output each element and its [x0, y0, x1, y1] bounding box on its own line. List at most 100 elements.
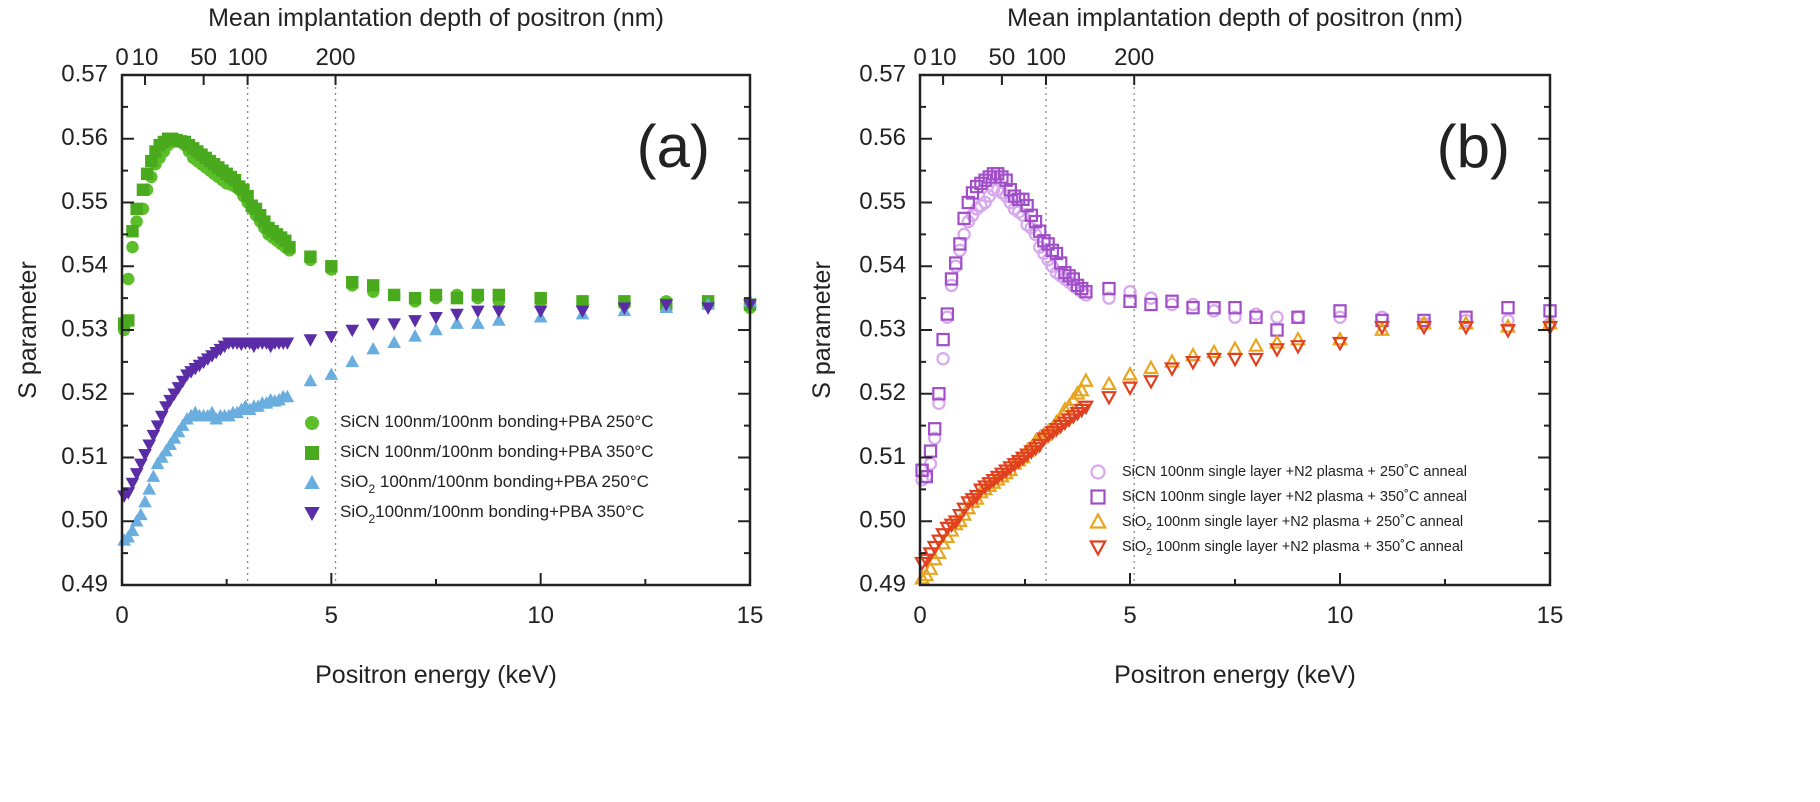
panel-label: (b)	[1437, 113, 1510, 180]
top-tick-label: 200	[1114, 44, 1154, 71]
data-point	[617, 302, 632, 315]
legend-label: SiCN 100nm single layer +N2 plasma + 250…	[1122, 464, 1467, 480]
data-point	[429, 311, 443, 325]
data-point	[1228, 300, 1242, 315]
legend-marker	[1090, 489, 1106, 505]
data-point	[1331, 336, 1349, 352]
data-point	[471, 316, 485, 329]
data-point	[408, 315, 422, 328]
data-point	[968, 489, 985, 505]
legend: SiCN 100nm/100nm bonding+PBA 250°C SiCN 1…	[304, 412, 653, 526]
data-point	[1077, 400, 1094, 416]
data-point	[1417, 313, 1431, 328]
data-point	[1457, 320, 1475, 336]
top-tick-label: 100	[1026, 44, 1066, 71]
data-point	[345, 324, 360, 338]
data-point	[134, 507, 148, 521]
legend-label: SiO2 100nm/100nm bonding+PBA 250°C	[340, 472, 649, 496]
x-tick-label: 10	[527, 602, 554, 629]
data-point	[1163, 362, 1181, 377]
data-point	[1184, 356, 1202, 371]
legend-marker	[304, 507, 320, 522]
top-tick-label: 50	[989, 44, 1016, 71]
y-tick-label: 0.56	[859, 124, 906, 151]
data-point	[130, 215, 143, 228]
data-point	[1333, 304, 1347, 318]
data-point	[138, 494, 152, 508]
data-point	[935, 528, 952, 543]
data-point	[1268, 343, 1286, 358]
data-point	[1045, 243, 1059, 258]
data-point	[1100, 391, 1118, 406]
data-point	[471, 305, 485, 319]
data-point	[150, 420, 165, 433]
data-point	[429, 288, 443, 302]
data-point	[659, 299, 674, 312]
chart-panel-b: 0.49 0.50 0.51 0.52 0.53 0.54 0.55 0.56 0.57 0 5 10…	[808, 4, 1563, 689]
y-tick-label: 0.56	[61, 124, 108, 151]
data-point	[492, 288, 505, 302]
data-point	[154, 450, 169, 463]
data-point	[387, 335, 401, 349]
y-tick-label: 0.57	[61, 60, 108, 87]
data-point	[1205, 343, 1223, 359]
x-tick-label: 0	[913, 602, 926, 629]
y-tick-label: 0.52	[859, 379, 906, 406]
data-point	[1142, 375, 1160, 390]
data-point	[140, 167, 154, 181]
y-tick-label: 0.50	[61, 507, 108, 534]
legend-label: SiO2 100nm single layer +N2 plasma + 250…	[1122, 514, 1463, 533]
data-point	[944, 272, 959, 286]
data-point	[125, 523, 140, 537]
data-point	[429, 322, 443, 336]
data-point	[163, 437, 177, 451]
legend-label: SiO2 100nm single layer +N2 plasma + 350…	[1122, 539, 1463, 558]
top-tick-label: 100	[228, 44, 268, 71]
data-point	[1074, 281, 1089, 296]
data-point	[1020, 198, 1034, 213]
data-point	[134, 458, 148, 472]
data-point	[918, 553, 935, 569]
data-point	[241, 189, 254, 203]
data-point	[1247, 337, 1265, 352]
series-4	[117, 299, 757, 503]
data-point	[1207, 304, 1221, 318]
data-point	[136, 183, 150, 196]
data-point	[1270, 310, 1284, 324]
data-point	[922, 560, 939, 575]
data-point	[126, 240, 139, 254]
y-tick-label: 0.51	[859, 443, 906, 470]
data-point	[995, 170, 1009, 184]
data-point	[533, 305, 548, 319]
data-point	[1373, 320, 1391, 336]
data-point	[366, 318, 381, 331]
data-point	[936, 332, 950, 347]
data-point	[125, 477, 140, 491]
data-point	[408, 329, 422, 342]
data-point	[1291, 310, 1305, 324]
data-point	[171, 424, 186, 438]
data-point	[387, 288, 401, 302]
panel-label: (a)	[637, 113, 710, 180]
data-point	[1123, 285, 1137, 299]
data-point	[146, 429, 161, 443]
data-point	[1247, 352, 1265, 368]
data-point	[345, 354, 360, 368]
y-tick-label: 0.53	[859, 315, 906, 342]
data-point	[1142, 359, 1160, 375]
data-point	[154, 410, 169, 424]
data-point	[1226, 352, 1244, 368]
data-point	[304, 250, 317, 263]
y-tick-label: 0.49	[859, 570, 906, 597]
data-point	[303, 334, 318, 347]
y-tick-label: 0.49	[61, 570, 108, 597]
y-tick-label: 0.57	[859, 60, 906, 87]
data-point	[175, 418, 190, 431]
legend-label: SiCN 100nm/100nm bonding+PBA 250°C	[340, 412, 653, 431]
data-point	[1049, 246, 1064, 261]
chart-panel-a: 0.49 0.50 0.51 0.52 0.53 0.54 0.55 0.56 0.57 0 5 10…	[14, 4, 763, 689]
y-tick-label: 0.50	[859, 507, 906, 534]
legend: SiCN 100nm single layer +N2 plasma + 250…	[1088, 464, 1467, 558]
data-point	[1123, 294, 1137, 309]
data-point	[450, 316, 464, 329]
